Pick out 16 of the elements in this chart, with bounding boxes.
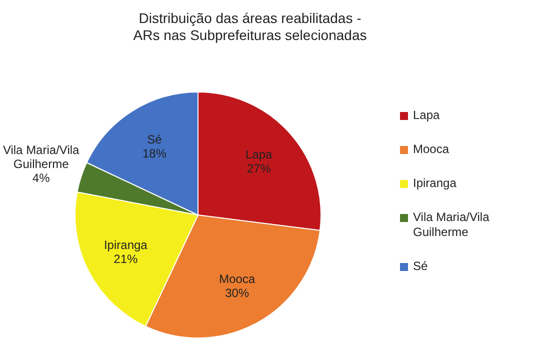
slice-label: Lapa bbox=[246, 147, 273, 162]
slice-label: Mooca bbox=[219, 272, 256, 286]
data-label: 21% bbox=[114, 252, 138, 266]
chart-title: Distribuição das áreas reabilitadas - ARs nas Subprefeituras selecionadas bbox=[132, 10, 368, 44]
slice-label: Sé bbox=[147, 132, 162, 146]
data-label: 18% bbox=[142, 146, 167, 160]
slice-label: Vila Maria/Vila Guilherme bbox=[2, 143, 80, 172]
slice-label: Ipiranga bbox=[104, 238, 148, 252]
legend-label: Vila Maria/Vila Guilherme bbox=[413, 210, 490, 240]
legend-label: Mooca bbox=[413, 142, 450, 157]
data-label: 4% bbox=[32, 171, 50, 186]
data-label: 30% bbox=[225, 286, 250, 300]
legend-label: Ipiranga bbox=[413, 176, 458, 191]
legend-label: Lapa bbox=[413, 108, 441, 123]
data-label: 27% bbox=[246, 161, 272, 176]
legend-label: Sé bbox=[413, 259, 429, 274]
